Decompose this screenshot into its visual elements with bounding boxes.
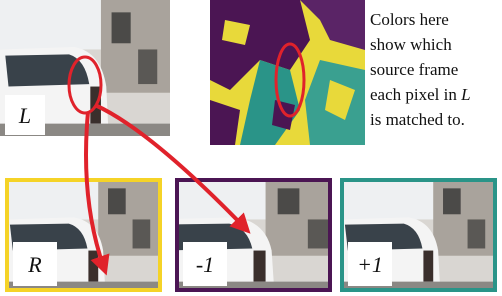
source-frames: R -1 +1 bbox=[5, 178, 497, 292]
frame: +1 bbox=[340, 178, 497, 292]
caption-line: source frame bbox=[370, 60, 458, 79]
frame-image bbox=[151, 178, 344, 292]
scene bbox=[151, 178, 344, 292]
left-image: L bbox=[0, 0, 170, 136]
figure: L Colors here show which source frame ea… bbox=[0, 0, 502, 296]
frame: -1 bbox=[151, 178, 344, 292]
caption-text: each pixel in bbox=[370, 85, 457, 104]
match-map bbox=[210, 0, 365, 145]
frame: R bbox=[5, 178, 162, 292]
image-label: L bbox=[18, 103, 31, 128]
caption-line: show which bbox=[370, 35, 452, 54]
caption-line: each pixel in L bbox=[370, 85, 471, 104]
frame-label: -1 bbox=[196, 252, 214, 277]
caption-line: is matched to. bbox=[370, 110, 465, 129]
caption-italic: L bbox=[460, 85, 470, 104]
frame-label: R bbox=[27, 252, 42, 277]
caption-line: Colors here bbox=[370, 10, 449, 29]
frame-label: +1 bbox=[357, 252, 383, 277]
